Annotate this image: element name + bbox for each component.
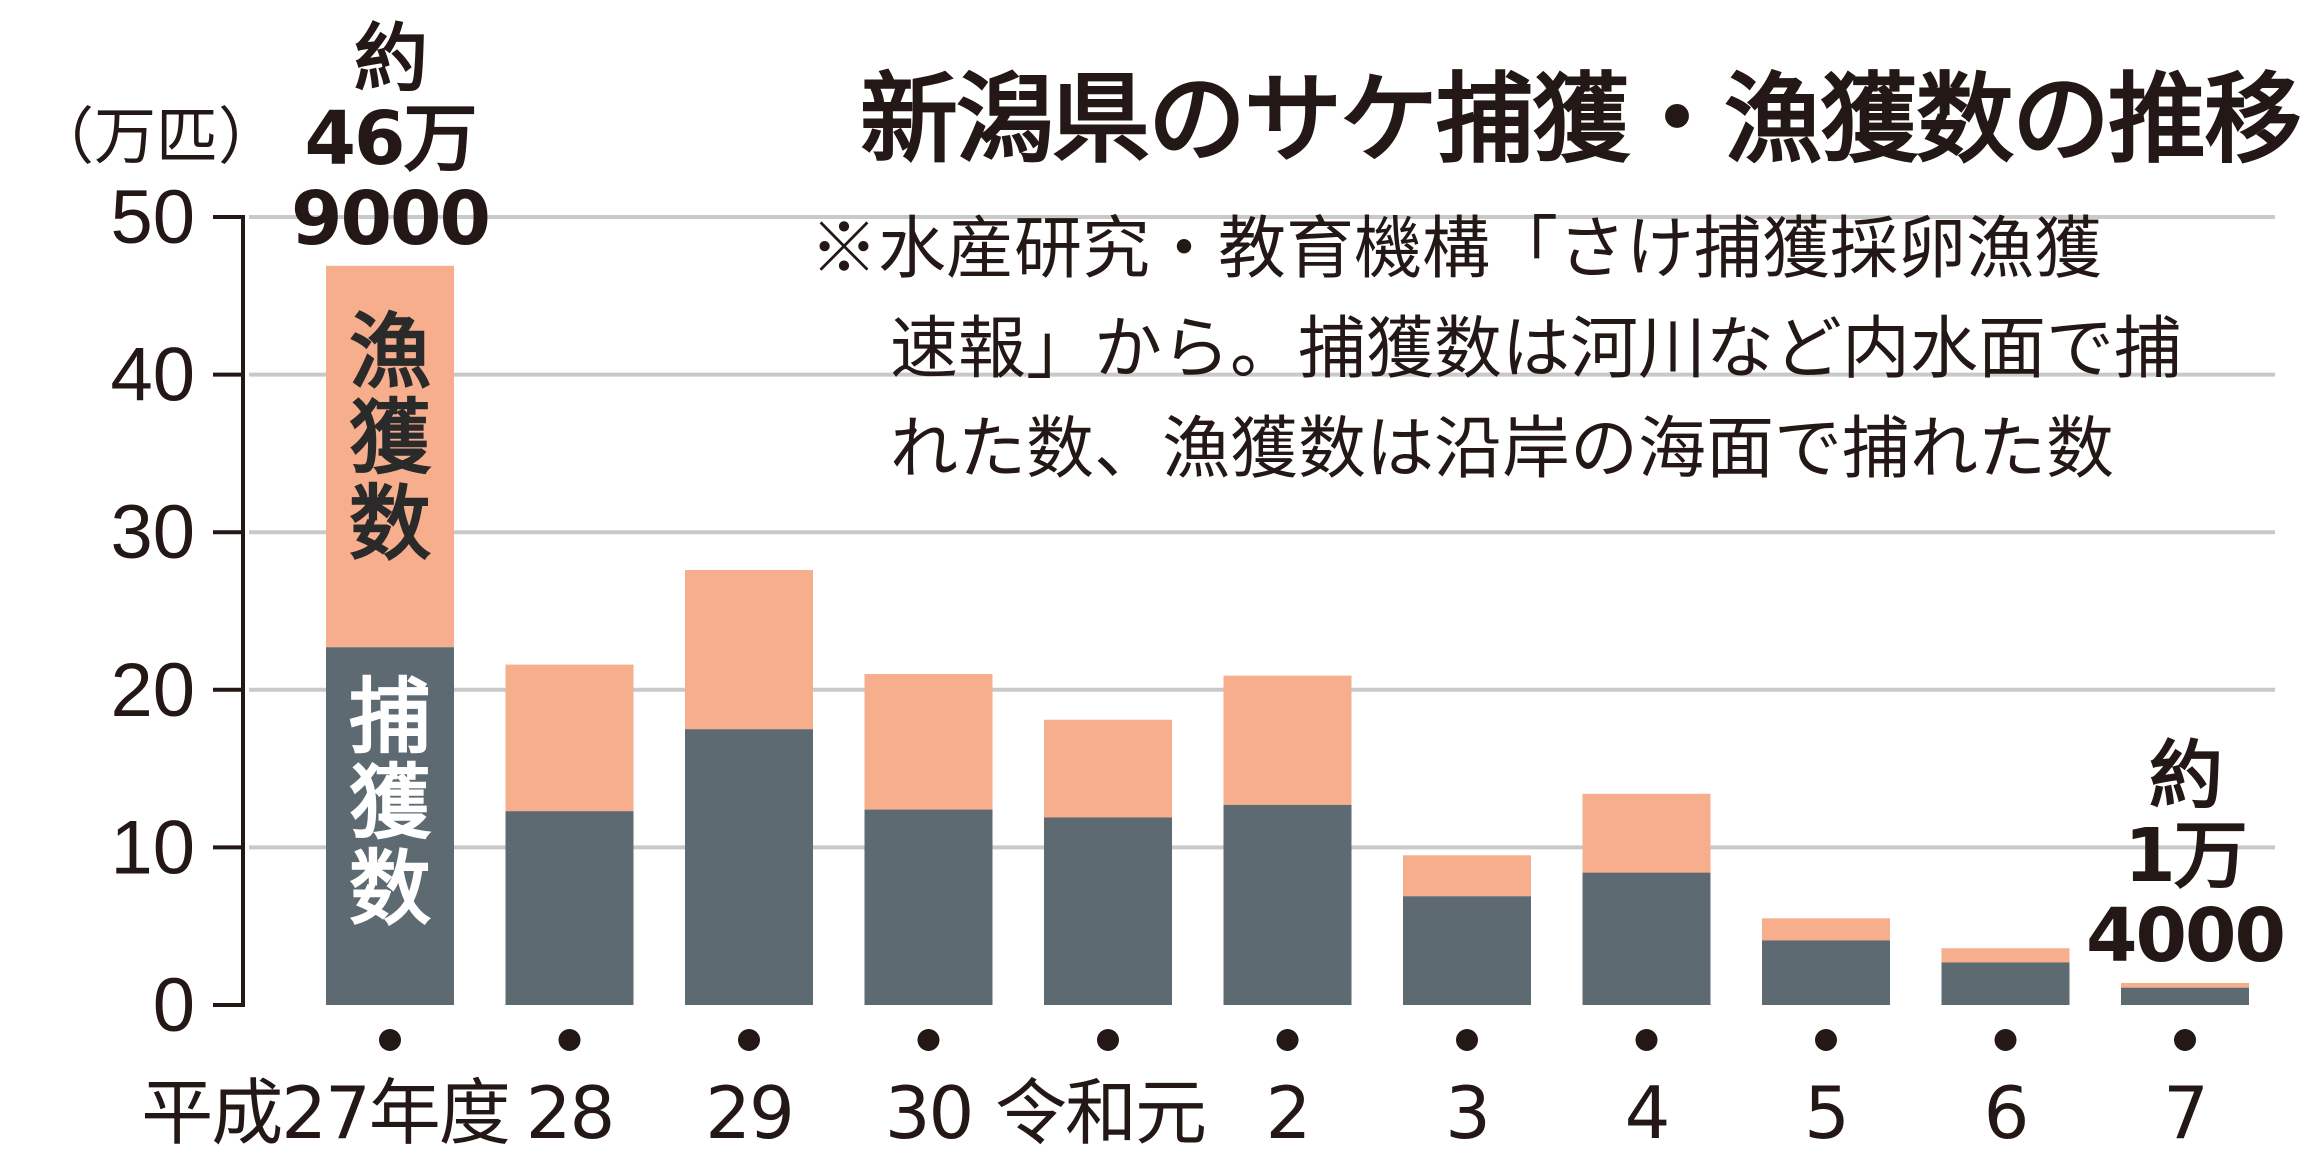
y-tick-label: 30 <box>110 490 195 575</box>
bar-lower <box>505 811 634 1005</box>
series-label-lower: 獲 <box>349 756 432 851</box>
x-tick-label: 29 <box>705 1071 793 1155</box>
x-tick-label: 5 <box>1804 1071 1848 1155</box>
category-dot <box>1276 1029 1299 1051</box>
bar-lower <box>326 647 454 1005</box>
value-annotation: 46万 <box>305 96 476 182</box>
bar-lower <box>685 729 813 1005</box>
value-annotation: 1万 <box>2124 813 2246 899</box>
y-tick-label: 50 <box>110 175 195 260</box>
y-tick-label: 20 <box>110 648 195 733</box>
value-annotation: 約 <box>2149 733 2221 819</box>
category-dot <box>1635 1029 1658 1051</box>
category-dot <box>917 1029 940 1051</box>
value-annotation: 9000 <box>291 176 489 262</box>
bar-upper <box>1223 675 1352 805</box>
bar-upper <box>1044 719 1172 818</box>
x-tick-label: 4 <box>1625 1071 1669 1155</box>
bar-upper <box>685 570 813 730</box>
source-note-line-3: れた数、漁獲数は沿岸の海面で捕れた数 <box>890 410 2115 489</box>
category-dot <box>738 1029 760 1051</box>
x-tick-label: 平成27年度 <box>141 1071 509 1155</box>
category-dot <box>558 1029 581 1051</box>
bar-lower <box>1403 896 1531 1005</box>
category-dot <box>1815 1029 1837 1051</box>
bar-lower <box>2121 987 2249 1005</box>
unit-label: （万匹） <box>32 100 280 173</box>
series-label-upper: 漁 <box>349 305 431 400</box>
bar-upper <box>326 265 454 648</box>
x-tick-label: 7 <box>2163 1071 2207 1155</box>
bar-lower <box>1941 962 2070 1005</box>
chart-title: 新潟県のサケ捕獲・漁獲数の推移 <box>859 63 2302 177</box>
bar-lower <box>1762 940 1890 1005</box>
y-tick-label: 10 <box>110 805 195 890</box>
bar-lower <box>864 809 993 1005</box>
category-dot <box>1456 1029 1478 1051</box>
value-annotation: 4000 <box>2086 893 2284 979</box>
category-dot <box>1994 1029 2017 1051</box>
y-tick-label: 40 <box>110 333 195 418</box>
category-dot <box>379 1029 401 1051</box>
category-dot <box>1097 1029 1119 1051</box>
bar-upper <box>1582 793 1711 873</box>
value-annotation: 約 <box>354 16 426 102</box>
source-note: ※水産研究・教育機構「さけ捕獲採卵漁獲 速報」から。捕獲数は河川など内水面で捕 … <box>810 200 2310 500</box>
bar-upper <box>2121 982 2249 988</box>
series-label-upper: 数 <box>349 477 431 572</box>
series-label-lower: 捕 <box>349 670 431 765</box>
series-label-upper: 獲 <box>349 391 432 486</box>
x-tick-label: 6 <box>1984 1071 2028 1155</box>
bar-upper <box>505 664 634 812</box>
bar-lower <box>1223 804 1352 1005</box>
x-tick-label: 令和元 <box>995 1071 1205 1155</box>
y-tick-label: 0 <box>153 963 195 1048</box>
x-tick-label: 2 <box>1266 1071 1310 1155</box>
bar-upper <box>1941 948 2070 963</box>
x-tick-label: 30 <box>885 1071 973 1155</box>
source-note-line-1: ※水産研究・教育機構「さけ捕獲採卵漁獲 <box>810 210 2103 289</box>
x-tick-label: 28 <box>526 1071 614 1155</box>
bar-upper <box>1762 918 1890 941</box>
source-note-line-2: 速報」から。捕獲数は河川など内水面で捕 <box>890 310 2183 389</box>
bar-upper <box>864 674 993 810</box>
bar-lower <box>1044 817 1172 1005</box>
category-dot <box>2174 1029 2196 1051</box>
x-tick-label: 3 <box>1445 1071 1489 1155</box>
bar-lower <box>1582 872 1711 1005</box>
series-label-lower: 数 <box>349 842 431 937</box>
bar-upper <box>1403 855 1531 897</box>
